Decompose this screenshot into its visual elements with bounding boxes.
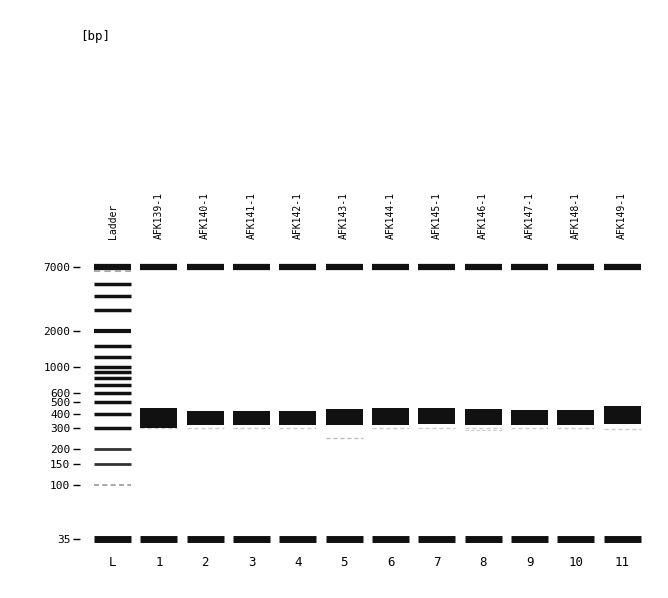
Bar bbox=[187, 411, 224, 426]
Bar bbox=[279, 411, 317, 426]
Text: AFK146-1: AFK146-1 bbox=[478, 192, 488, 239]
Text: AFK148-1: AFK148-1 bbox=[571, 192, 581, 239]
Text: AFK140-1: AFK140-1 bbox=[200, 192, 210, 239]
Bar bbox=[372, 408, 409, 426]
Text: AFK145-1: AFK145-1 bbox=[432, 192, 442, 239]
Text: AFK144-1: AFK144-1 bbox=[385, 192, 395, 239]
Text: AFK142-1: AFK142-1 bbox=[293, 192, 303, 239]
Text: AFK149-1: AFK149-1 bbox=[617, 192, 627, 239]
Bar bbox=[557, 410, 595, 426]
Bar bbox=[511, 410, 548, 426]
Bar bbox=[418, 408, 456, 423]
Text: AFK141-1: AFK141-1 bbox=[246, 192, 257, 239]
Text: Ladder: Ladder bbox=[108, 204, 118, 239]
Bar bbox=[604, 406, 641, 423]
Bar bbox=[140, 408, 178, 428]
Bar bbox=[465, 409, 502, 426]
Text: [bp]: [bp] bbox=[80, 30, 110, 43]
Bar bbox=[233, 411, 270, 426]
Text: AFK147-1: AFK147-1 bbox=[524, 192, 534, 239]
Text: AFK143-1: AFK143-1 bbox=[339, 192, 349, 239]
Text: AFK139-1: AFK139-1 bbox=[154, 192, 164, 239]
Bar bbox=[326, 409, 363, 426]
